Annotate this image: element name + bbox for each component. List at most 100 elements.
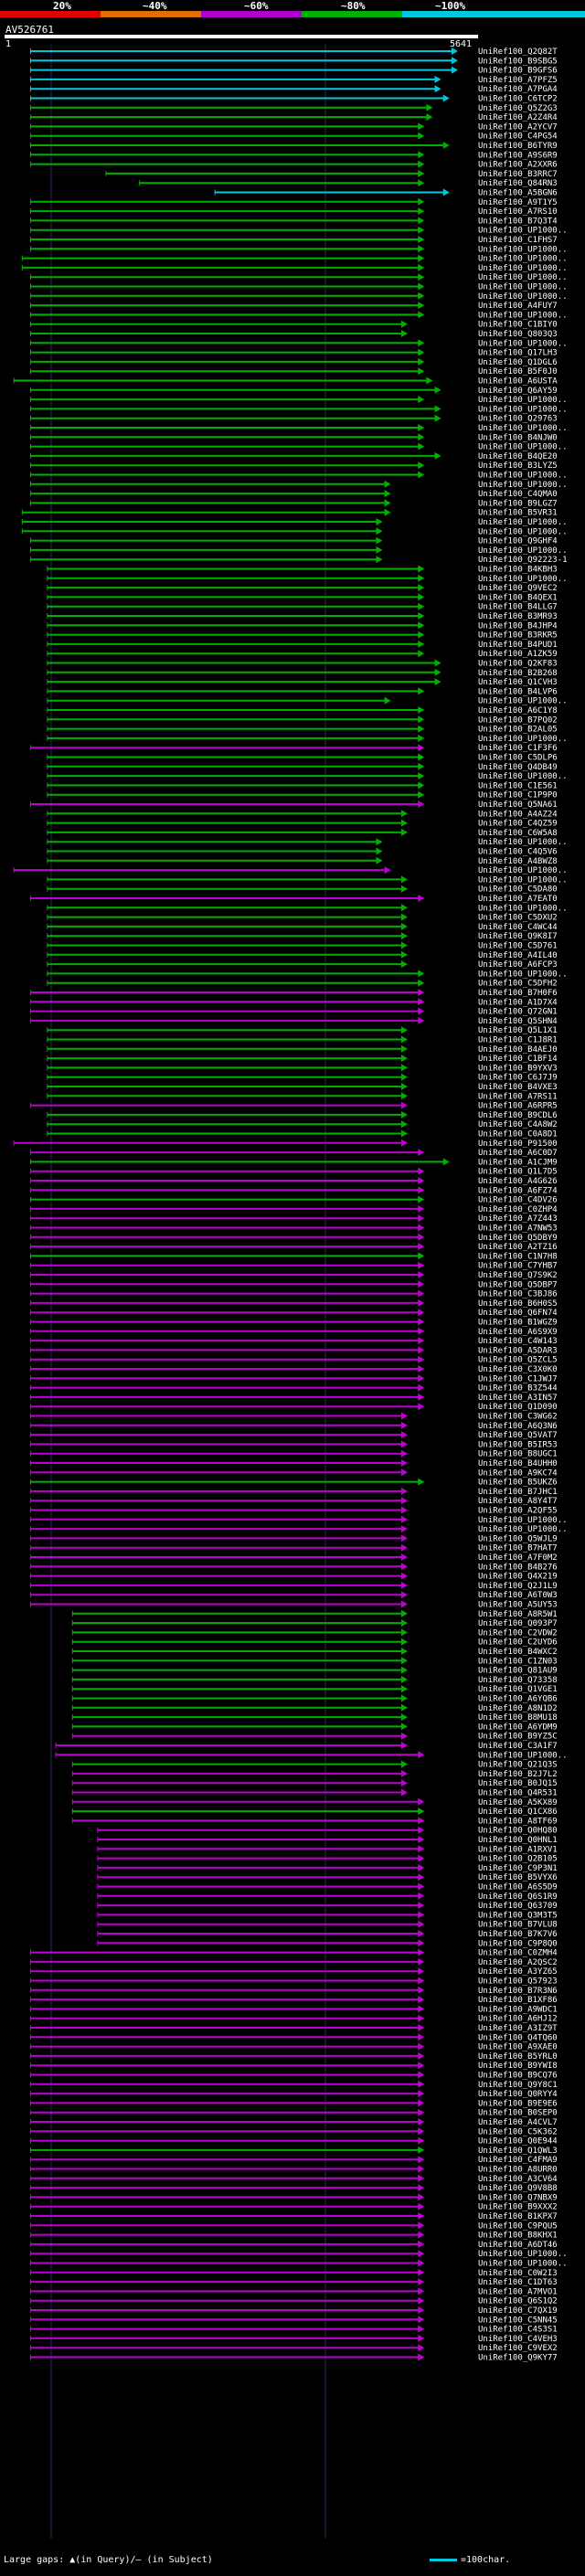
hit-row[interactable]: UniRef100_A8TF69 — [71, 1817, 558, 1826]
hit-row[interactable]: UniRef100_A2QSC2 — [29, 1957, 558, 1967]
hit-row[interactable]: UniRef100_Q4TQ60 — [29, 2033, 558, 2042]
hit-row[interactable]: UniRef100_C4S3S1 — [29, 2325, 558, 2335]
hit-label[interactable]: UniRef100_Q84RN3 — [478, 179, 558, 188]
hit-row[interactable]: UniRef100_C5DLP6 — [47, 753, 558, 763]
hit-row[interactable]: UniRef100_Q2J1L9 — [29, 1581, 558, 1591]
hit-label[interactable]: UniRef100_A6RPR5 — [478, 1102, 558, 1111]
hit-row[interactable]: UniRef100_B9CDL6 — [47, 1110, 558, 1120]
hit-label[interactable]: UniRef100_Q29763 — [478, 415, 558, 424]
hit-row[interactable]: UniRef100_C1J8R1 — [47, 1035, 558, 1045]
hit-row[interactable]: UniRef100_C1F3F6 — [29, 744, 558, 753]
hit-row[interactable]: UniRef100_B8UGC1 — [29, 1449, 558, 1459]
hit-label[interactable]: UniRef100_B4AEJ0 — [478, 1045, 558, 1055]
hit-label[interactable]: UniRef100_A2TZ16 — [478, 1243, 558, 1252]
hit-label[interactable]: UniRef100_UP1000.. — [478, 472, 568, 481]
hit-label[interactable]: UniRef100_C6W5A8 — [478, 829, 558, 838]
hit-label[interactable]: UniRef100_UP1000.. — [478, 838, 568, 847]
hit-row[interactable]: UniRef100_UP1000.. — [47, 875, 568, 885]
hit-row[interactable]: UniRef100_Q4X219 — [29, 1572, 558, 1582]
hit-label[interactable]: UniRef100_Q0RYY4 — [478, 2090, 558, 2099]
hit-row[interactable]: UniRef100_Q1DGL6 — [29, 357, 558, 367]
hit-label[interactable]: UniRef100_P91500 — [478, 1140, 558, 1149]
hit-label[interactable]: UniRef100_C5DXU2 — [478, 914, 558, 923]
hit-row[interactable]: UniRef100_A5DAR3 — [29, 1346, 558, 1355]
hit-label[interactable]: UniRef100_UP1000.. — [478, 527, 568, 536]
hit-label[interactable]: UniRef100_C1N7H8 — [478, 1252, 558, 1261]
hit-label[interactable]: UniRef100_A1RXV1 — [478, 1845, 558, 1854]
hit-label[interactable]: UniRef100_C1DT63 — [478, 2278, 558, 2287]
hit-row[interactable]: UniRef100_B6TYR9 — [29, 142, 558, 151]
hit-label[interactable]: UniRef100_B4PUD1 — [478, 641, 558, 650]
hit-label[interactable]: UniRef100_UP1000.. — [478, 2250, 568, 2259]
hit-row[interactable]: UniRef100_UP1000.. — [13, 866, 568, 875]
hit-label[interactable]: UniRef100_Q0HQ80 — [478, 1827, 558, 1836]
hit-row[interactable]: UniRef100_B4NJW0 — [29, 433, 558, 442]
hit-label[interactable]: UniRef100_C5K362 — [478, 2127, 558, 2136]
hit-label[interactable]: UniRef100_C6J7J9 — [478, 1074, 558, 1083]
hit-label[interactable]: UniRef100_B1XF86 — [478, 1996, 558, 2005]
hit-label[interactable]: UniRef100_Q9Y8C1 — [478, 2081, 558, 2090]
hit-label[interactable]: UniRef100_B4B276 — [478, 1563, 558, 1572]
hit-label[interactable]: UniRef100_Q17LH3 — [478, 349, 558, 358]
hit-label[interactable]: UniRef100_B8KHX1 — [478, 2231, 558, 2241]
hit-label[interactable]: UniRef100_C9VEX2 — [478, 2344, 558, 2353]
hit-label[interactable]: UniRef100_A6USTA — [478, 377, 558, 387]
hit-row[interactable]: UniRef100_C1P9P0 — [47, 790, 558, 800]
hit-label[interactable]: UniRef100_A2YCV7 — [478, 122, 558, 132]
hit-row[interactable]: UniRef100_C4QZ59 — [47, 819, 558, 829]
hit-label[interactable]: UniRef100_UP1000.. — [478, 424, 568, 433]
hit-row[interactable]: UniRef100_A6YDM9 — [71, 1723, 558, 1732]
hit-label[interactable]: UniRef100_C4DV26 — [478, 1196, 558, 1205]
hit-row[interactable]: UniRef100_B9SBG5 — [29, 57, 558, 66]
hit-label[interactable]: UniRef100_UP1000.. — [478, 735, 568, 744]
hit-label[interactable]: UniRef100_Q6S1Q2 — [478, 2297, 558, 2306]
hit-label[interactable]: UniRef100_B1KPX7 — [478, 2212, 558, 2221]
hit-row[interactable]: UniRef100_B9YXV3 — [47, 1064, 558, 1073]
hit-label[interactable]: UniRef100_Q2KF83 — [478, 660, 558, 669]
hit-row[interactable]: UniRef100_Q5L1X1 — [47, 1026, 558, 1035]
hit-label[interactable]: UniRef100_B4QE20 — [478, 452, 558, 461]
hit-row[interactable]: UniRef100_C0A8D1 — [47, 1129, 558, 1140]
hit-row[interactable]: UniRef100_Q803Q3 — [29, 330, 558, 339]
hit-label[interactable]: UniRef100_B5F0J0 — [478, 367, 558, 376]
hit-row[interactable]: UniRef100_Q4DB49 — [47, 762, 558, 772]
hit-row[interactable]: UniRef100_UP1000.. — [29, 311, 568, 320]
hit-label[interactable]: UniRef100_B4JHP4 — [478, 621, 558, 631]
hit-row[interactable]: UniRef100_Q7S9K2 — [29, 1271, 558, 1280]
hit-label[interactable]: UniRef100_A2XXR6 — [478, 161, 558, 170]
hit-row[interactable]: UniRef100_Q72GN1 — [29, 1007, 558, 1017]
hit-row[interactable]: UniRef100_Q1QWL3 — [29, 2146, 558, 2156]
hit-row[interactable]: UniRef100_UP1000.. — [47, 574, 568, 584]
hit-label[interactable]: UniRef100_Q1CX86 — [478, 1807, 558, 1817]
hit-label[interactable]: UniRef100_A6S9X9 — [478, 1328, 558, 1337]
hit-label[interactable]: UniRef100_UP1000.. — [478, 227, 568, 236]
hit-row[interactable]: UniRef100_C4Q5V6 — [47, 847, 558, 857]
hit-label[interactable]: UniRef100_UP1000.. — [478, 273, 568, 282]
hit-row[interactable]: UniRef100_UP1000.. — [55, 1751, 568, 1760]
hit-label[interactable]: UniRef100_C0A8D1 — [478, 1130, 558, 1140]
hit-label[interactable]: UniRef100_A6T0W3 — [478, 1591, 558, 1600]
hit-label[interactable]: UniRef100_B6H0S5 — [478, 1299, 558, 1309]
hit-row[interactable]: UniRef100_C4FMA9 — [29, 2156, 558, 2165]
hit-label[interactable]: UniRef100_B4WXC2 — [478, 1648, 558, 1657]
hit-row[interactable]: UniRef100_UP1000.. — [47, 734, 568, 744]
hit-label[interactable]: UniRef100_A5DAR3 — [478, 1346, 558, 1355]
hit-row[interactable]: UniRef100_UP1000.. — [29, 2259, 568, 2269]
hit-row[interactable]: UniRef100_UP1000.. — [29, 2250, 568, 2259]
hit-label[interactable]: UniRef100_A9S6R9 — [478, 151, 558, 160]
hit-label[interactable]: UniRef100_Q093P7 — [478, 1619, 558, 1628]
hit-row[interactable]: UniRef100_A6RPR5 — [29, 1101, 558, 1111]
hit-row[interactable]: UniRef100_Q6S1R9 — [97, 1892, 558, 1902]
hit-row[interactable]: UniRef100_A6S5D9 — [97, 1882, 558, 1892]
hit-row[interactable]: UniRef100_A2TZ16 — [29, 1243, 558, 1252]
hit-label[interactable]: UniRef100_A6C1Y8 — [478, 706, 558, 716]
hit-row[interactable]: UniRef100_C1DT63 — [29, 2278, 558, 2287]
hit-row[interactable]: UniRef100_C1BF14 — [47, 1055, 558, 1064]
hit-label[interactable]: UniRef100_A8TF69 — [478, 1817, 558, 1826]
hit-label[interactable]: UniRef100_Q6FN74 — [478, 1309, 558, 1318]
hit-label[interactable]: UniRef100_UP1000.. — [478, 1751, 568, 1760]
hit-row[interactable]: UniRef100_B5UKZ6 — [29, 1478, 558, 1488]
hit-label[interactable]: UniRef100_B4UHH0 — [478, 1459, 558, 1468]
hit-row[interactable]: UniRef100_A7RS11 — [47, 1092, 558, 1101]
hit-row[interactable]: UniRef100_A9T1Y5 — [29, 197, 558, 207]
